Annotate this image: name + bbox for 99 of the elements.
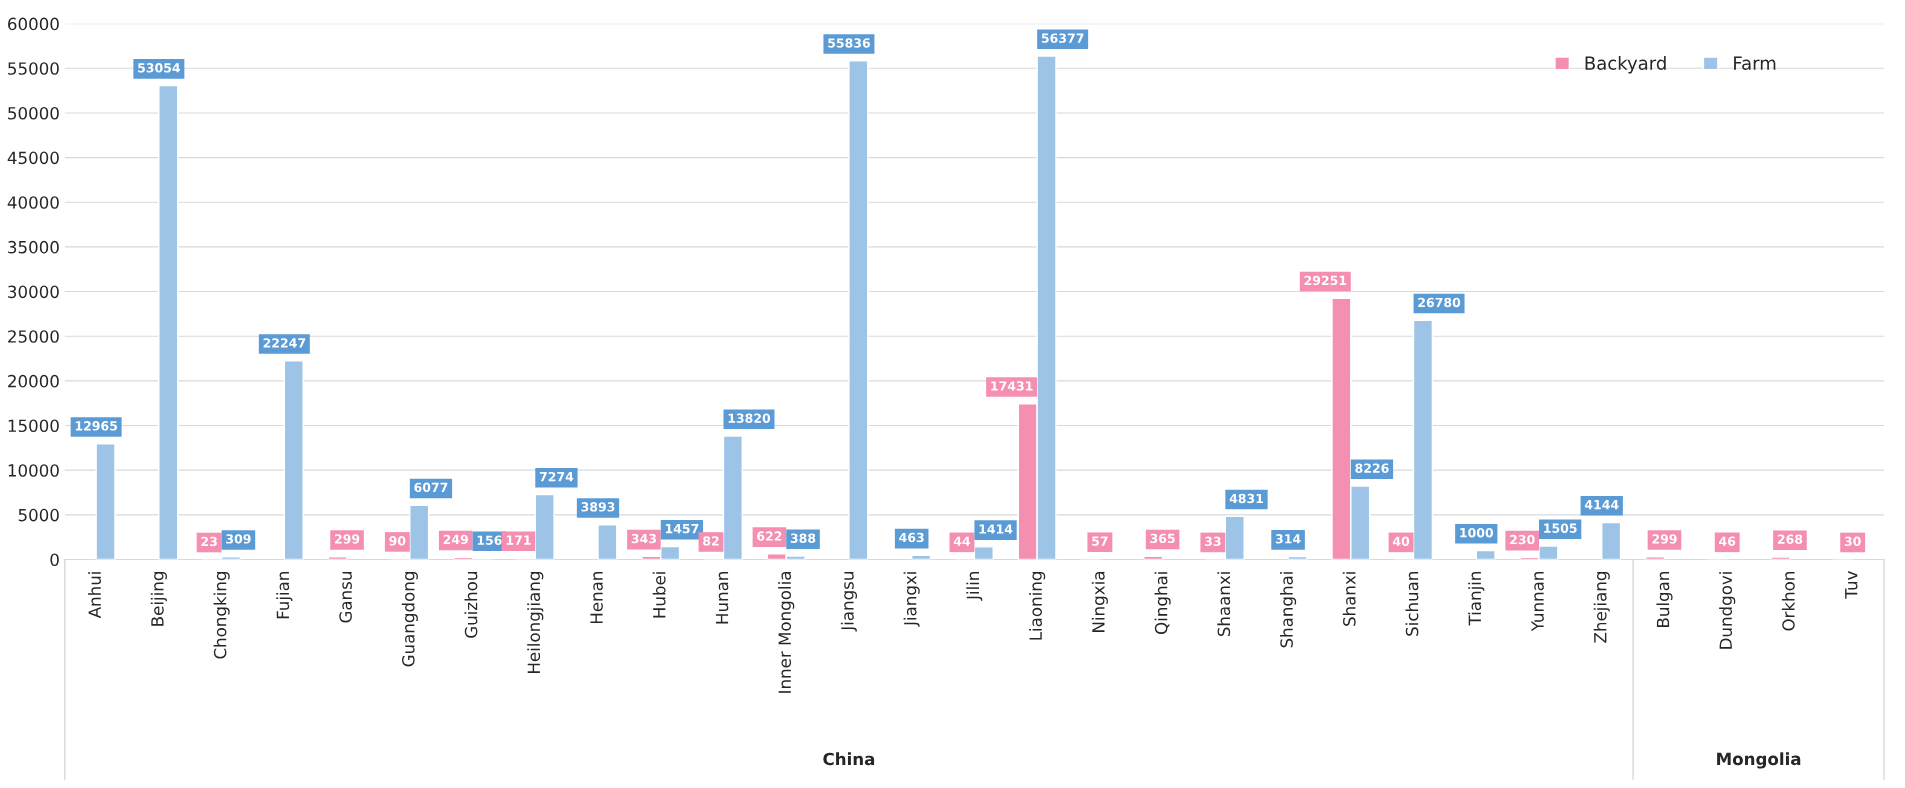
x-tick-label: Hunan [715, 572, 729, 624]
x-tick-label: Tuv [1845, 571, 1858, 599]
y-tick-label: 20000 [8, 374, 59, 388]
data-label: 309 [226, 534, 251, 544]
x-tick-label: Shanghai [1280, 572, 1297, 648]
x-tick-label: Gansu [339, 572, 352, 623]
x-tick-label: Orkhon [1781, 572, 1795, 631]
x-tick-label: Shanxi [1342, 572, 1356, 626]
y-tick-label: 10000 [8, 464, 59, 477]
x-tick-label: Jiangxi [903, 572, 920, 627]
data-label: 1505 [1544, 523, 1577, 533]
data-label: 1457 [665, 524, 699, 534]
data-label: 268 [1777, 534, 1803, 544]
data-label: 44 [953, 536, 971, 546]
x-tick-label: Fujian [276, 572, 293, 619]
data-label: 57 [1092, 536, 1108, 546]
y-tick-label: 5000 [18, 508, 59, 522]
data-label: 1414 [979, 524, 1013, 534]
y-tick-label: 45000 [7, 151, 59, 165]
data-label: 299 [335, 534, 360, 544]
y-tick-label: 40000 [7, 196, 59, 209]
text: Mongolia [1717, 752, 1801, 769]
data-label: 171 [506, 535, 531, 545]
bar [1601, 521, 1622, 560]
y-tick-label: 30000 [8, 285, 59, 299]
y-tick-label: 0 [50, 553, 59, 567]
data-label: 8226 [1355, 463, 1389, 473]
legend-label: Backyard [1585, 55, 1666, 74]
data-label: 299 [1652, 534, 1677, 544]
y-tick-label: 25000 [8, 330, 59, 343]
data-label: 82 [703, 536, 719, 546]
bar [1287, 555, 1308, 560]
x-tick-label: Beijing [150, 572, 167, 626]
x-tick-label: Guizhou [464, 572, 478, 638]
data-label: 388 [790, 533, 816, 543]
x-tick-label: Yunnan [1531, 572, 1544, 632]
data-label: 463 [899, 532, 924, 543]
y-tick-label: 15000 [8, 419, 59, 433]
bar [327, 556, 348, 560]
data-label: 23 [201, 536, 217, 547]
x-tick-label: Zhejiang [1593, 572, 1610, 643]
data-label: 53054 [138, 63, 181, 73]
data-label: 12965 [75, 421, 118, 431]
bar [597, 524, 618, 560]
bar [1475, 549, 1496, 560]
legend-label: Farm [1734, 56, 1776, 70]
data-label: 40 [1392, 536, 1410, 546]
x-tick-label: Anhui [88, 572, 101, 619]
data-label: 46 [1719, 536, 1736, 546]
data-label: 230 [1510, 534, 1535, 545]
data-label: 30 [1844, 536, 1861, 547]
y-tick-label: 60000 [8, 17, 59, 31]
data-label: 26780 [1418, 297, 1461, 308]
data-label: 314 [1275, 534, 1301, 544]
x-tick-label: Liaoning [1029, 572, 1046, 640]
bar [283, 360, 304, 560]
x-tick-label: Chongking [213, 572, 230, 659]
x-tick-label: Heilongjiang [527, 572, 544, 673]
x-tick-label: Bulgan [1656, 572, 1673, 627]
data-label: 13820 [728, 413, 771, 423]
data-label: 29251 [1304, 275, 1347, 286]
data-label: 622 [757, 531, 782, 541]
y-tick-label: 35000 [8, 240, 59, 254]
x-tick-label: Henan [590, 572, 603, 624]
text: China [823, 752, 875, 766]
data-label: 4831 [1229, 493, 1264, 504]
bar [1770, 556, 1791, 560]
data-label: 56377 [1041, 33, 1084, 43]
bar [1644, 556, 1666, 560]
x-tick-label: Inner Mongolia [778, 572, 795, 693]
x-tick-label: Tianjin [1468, 572, 1485, 626]
data-label: 4144 [1584, 500, 1619, 510]
x-tick-label: Shaanxi [1217, 572, 1231, 637]
bar [95, 442, 116, 560]
data-label: 6077 [414, 482, 448, 493]
data-label: 365 [1150, 533, 1175, 544]
data-label: 33 [1205, 536, 1221, 547]
data-label: 17431 [991, 381, 1033, 391]
y-tick-label: 55000 [8, 62, 59, 75]
data-label: 7274 [539, 471, 574, 482]
data-label: 1000 [1460, 527, 1494, 538]
data-label: 90 [389, 536, 406, 546]
x-tick-label: Qinghai [1154, 572, 1171, 634]
x-tick-label: Jiangsu [840, 572, 858, 632]
bar [848, 60, 869, 560]
data-label: 249 [443, 534, 468, 545]
x-tick-label: Hubei [652, 572, 666, 618]
data-label: 22247 [263, 338, 306, 348]
y-tick-label: 50000 [8, 106, 59, 120]
x-tick-label: Jilin [966, 572, 983, 601]
bar [158, 84, 179, 560]
x-tick-label: Dundgovi [1719, 572, 1736, 649]
data-label: 55836 [828, 38, 871, 48]
data-label: 343 [631, 533, 656, 544]
x-tick-label: Sichuan [1405, 572, 1419, 636]
x-tick-label: Guangdong [401, 572, 418, 667]
x-tick-label: Ningxia [1091, 572, 1108, 632]
data-label: 156 [477, 535, 502, 545]
data-label: 3893 [581, 502, 615, 512]
